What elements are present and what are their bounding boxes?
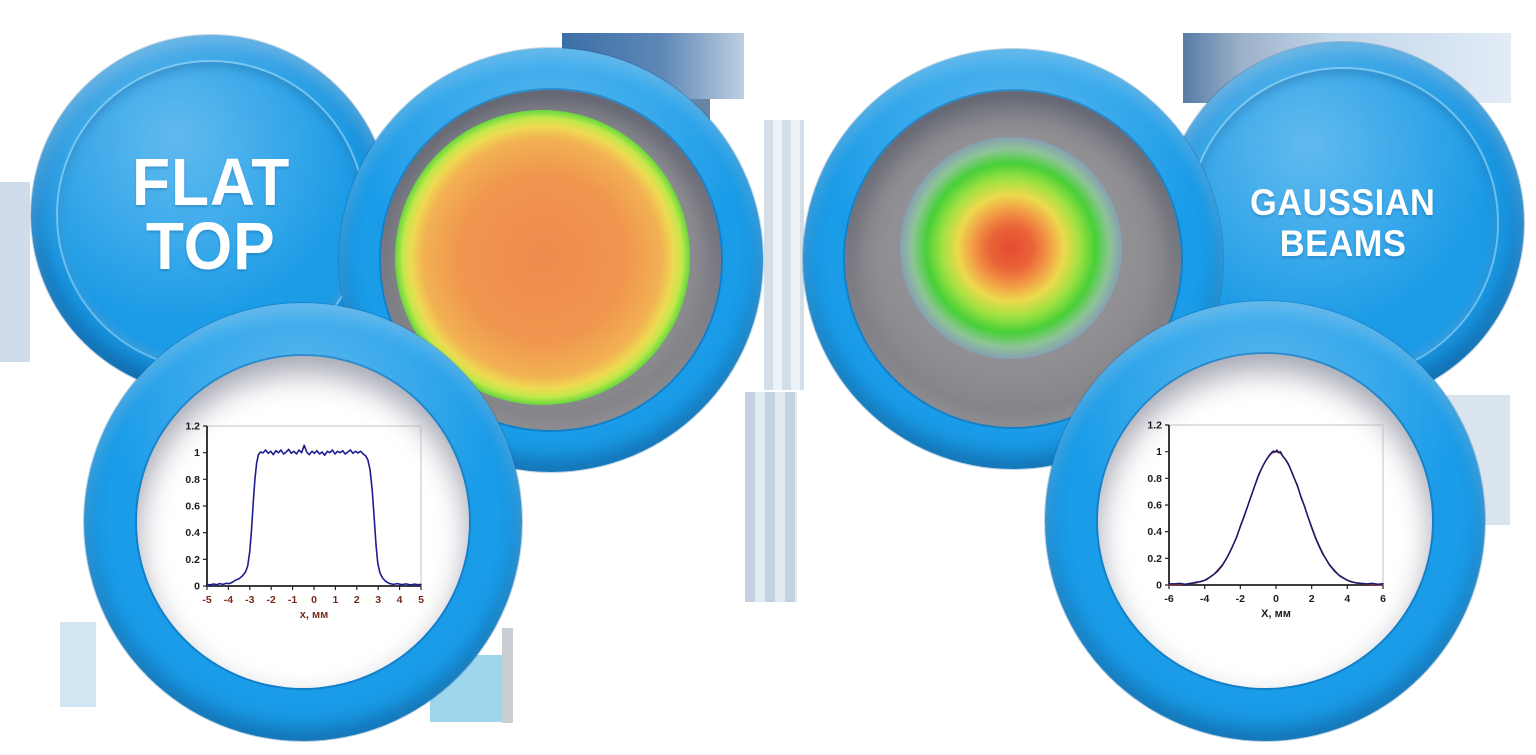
svg-text:1.2: 1.2: [1147, 420, 1162, 432]
svg-text:-4: -4: [224, 594, 233, 606]
svg-text:1: 1: [332, 594, 338, 606]
svg-text:2: 2: [354, 594, 360, 606]
svg-text:4: 4: [397, 594, 403, 606]
gaussian-plot-area: 0 0.2 0.4 0.6 0.8 1 1.2 -6 -4 -2 0 2 4 6 X, мм: [1097, 353, 1433, 689]
svg-text:1: 1: [1156, 446, 1162, 458]
background-artifact: [60, 622, 96, 707]
svg-text:0: 0: [1156, 580, 1162, 592]
svg-text:х, мм: х, мм: [300, 609, 329, 621]
svg-text:0.8: 0.8: [185, 474, 200, 486]
svg-text:0: 0: [194, 581, 200, 593]
svg-text:0.6: 0.6: [185, 501, 200, 513]
gaussian-profile-chart: 0 0.2 0.4 0.6 0.8 1 1.2 -6 -4 -2 0 2 4 6 X, мм: [1147, 420, 1386, 621]
svg-text:0.8: 0.8: [1147, 473, 1162, 485]
svg-text:-4: -4: [1200, 593, 1209, 605]
background-artifact: [745, 392, 797, 602]
svg-text:0: 0: [311, 594, 317, 606]
svg-text:-1: -1: [288, 594, 297, 606]
svg-text:2: 2: [1309, 593, 1315, 605]
background-artifact: [0, 182, 30, 362]
svg-text:X, мм: X, мм: [1261, 608, 1291, 620]
flat-top-title-line1: FLAT: [131, 145, 291, 221]
flat-top-title: FLAT TOP: [31, 35, 391, 395]
background-artifact: [502, 628, 513, 723]
gaussian-title-line1: GAUSSIAN: [1250, 181, 1436, 223]
svg-text:-5: -5: [202, 594, 211, 606]
svg-text:3: 3: [375, 594, 381, 606]
svg-text:4: 4: [1344, 593, 1350, 605]
svg-text:0.2: 0.2: [1147, 553, 1162, 565]
svg-text:0.2: 0.2: [185, 554, 200, 566]
svg-text:0.6: 0.6: [1147, 500, 1162, 512]
svg-text:-6: -6: [1164, 593, 1173, 605]
svg-text:6: 6: [1380, 593, 1386, 605]
svg-text:0: 0: [1273, 593, 1279, 605]
flat-top-plot-disc: 0 0.2 0.4 0.6 0.8 1 1.2 -5 -4 -3 -2 -1 0 1 2 3 4 5 х, мм: [84, 303, 522, 741]
svg-text:-2: -2: [267, 594, 276, 606]
gaussian-title-line2: BEAMS: [1279, 223, 1407, 264]
gaussian-title: GAUSSIAN BEAMS: [1162, 42, 1524, 404]
gaussian-beam-image: [900, 137, 1122, 359]
svg-text:1: 1: [194, 447, 200, 459]
gaussian-plot-disc: 0 0.2 0.4 0.6 0.8 1 1.2 -6 -4 -2 0 2 4 6 X, мм: [1045, 301, 1485, 741]
svg-text:5: 5: [418, 594, 424, 606]
flat-top-plot-area: 0 0.2 0.4 0.6 0.8 1 1.2 -5 -4 -3 -2 -1 0 1 2 3 4 5 х, мм: [136, 355, 470, 689]
svg-text:0.4: 0.4: [1147, 526, 1162, 538]
flat-top-profile-chart: 0 0.2 0.4 0.6 0.8 1 1.2 -5 -4 -3 -2 -1 0 1 2 3 4 5 х, мм: [185, 421, 424, 622]
svg-text:-3: -3: [245, 594, 254, 606]
svg-text:0.4: 0.4: [185, 527, 200, 539]
flat-top-title-line2: TOP: [146, 209, 276, 284]
background-artifact: [764, 120, 804, 390]
svg-text:-2: -2: [1236, 593, 1245, 605]
svg-text:1.2: 1.2: [185, 421, 200, 433]
